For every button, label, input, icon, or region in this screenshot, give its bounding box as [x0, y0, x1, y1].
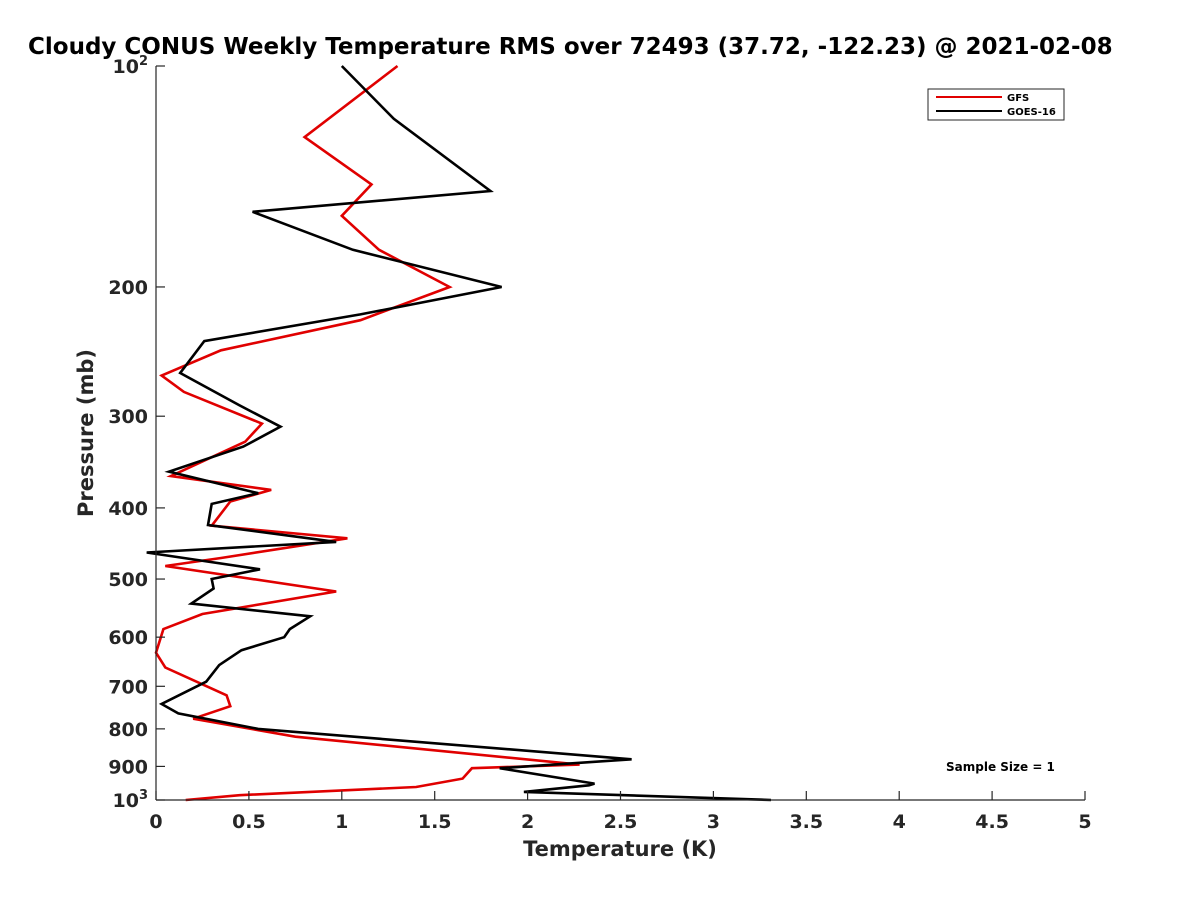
y-tick-base: 10	[113, 790, 139, 812]
y-tick-label: 300	[108, 406, 148, 428]
x-axis-ticks: 0 0.5 1 1.5 2 2.5 3 3.5 4 4.5 5	[149, 791, 1092, 833]
x-tick-label: 1.5	[418, 811, 452, 833]
y-tick-base: 10	[113, 56, 139, 78]
legend-label-goes-16: GOES-16	[1007, 107, 1056, 118]
x-tick-label: 2.5	[604, 811, 638, 833]
legend: GFS GOES-16	[927, 88, 1065, 121]
x-tick-label: 1	[335, 811, 348, 833]
x-tick-label: 2	[521, 811, 534, 833]
y-tick-label: 200	[108, 277, 148, 299]
x-tick-label: 4	[893, 811, 906, 833]
x-tick-label: 0	[149, 811, 162, 833]
y-tick-exponent: 2	[139, 54, 148, 69]
legend-label-gfs: GFS	[1007, 93, 1029, 104]
y-tick-label: 800	[108, 719, 148, 741]
legend-box	[927, 88, 1065, 121]
x-tick-label: 4.5	[975, 811, 1009, 833]
y-tick-label: 103	[113, 788, 149, 812]
y-axis-label: Pressure (mb)	[74, 349, 98, 517]
series-line-gfs	[154, 64, 580, 802]
y-tick-exponent: 3	[139, 788, 148, 803]
x-tick-label: 5	[1078, 811, 1091, 833]
series-line-goes-16	[146, 65, 772, 802]
plot-area: 0 0.5 1 1.5 2 2.5 3 3.5 4 4.5 5 102200300400500600…	[108, 54, 1091, 833]
chart-title: Cloudy CONUS Weekly Temperature RMS over…	[28, 34, 1113, 60]
y-tick-label: 600	[108, 627, 148, 649]
x-tick-label: 0.5	[232, 811, 266, 833]
y-tick-label: 102	[113, 54, 149, 78]
sample-size-annotation: Sample Size = 1	[946, 760, 1055, 774]
y-tick-label: 400	[108, 498, 148, 520]
y-tick-label: 900	[108, 756, 148, 778]
x-tick-label: 3.5	[789, 811, 823, 833]
series-layer	[146, 64, 772, 802]
y-tick-label: 500	[108, 569, 148, 591]
x-axis-label: Temperature (K)	[523, 837, 717, 861]
y-tick-label: 700	[108, 676, 148, 698]
x-tick-label: 3	[707, 811, 720, 833]
